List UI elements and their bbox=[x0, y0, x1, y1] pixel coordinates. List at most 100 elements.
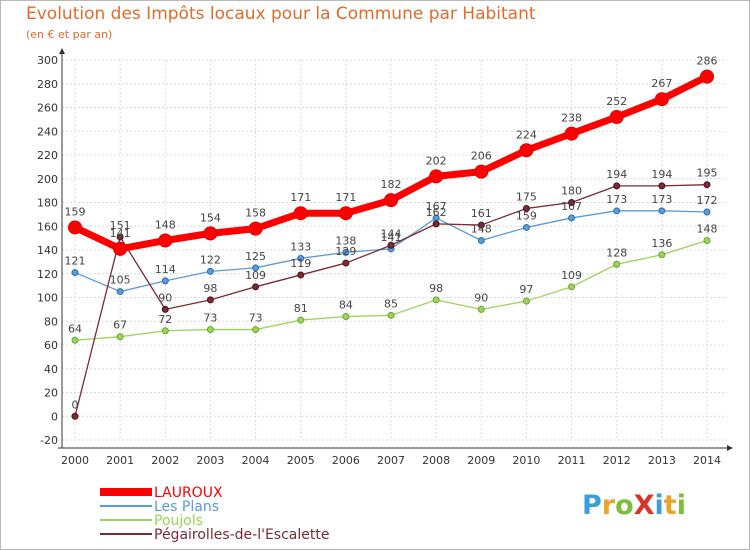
data-label: 286 bbox=[697, 55, 718, 68]
y-tick-label: 220 bbox=[37, 149, 58, 162]
data-label: 67 bbox=[113, 319, 127, 332]
data-label: 194 bbox=[651, 168, 672, 181]
data-point bbox=[658, 182, 666, 190]
data-point bbox=[342, 248, 350, 256]
data-label: 84 bbox=[339, 299, 353, 312]
data-point bbox=[522, 204, 530, 212]
y-tick-label: 40 bbox=[44, 363, 58, 376]
data-label: 119 bbox=[290, 257, 311, 270]
data-point bbox=[387, 241, 395, 249]
logo-letter: o bbox=[615, 490, 634, 521]
data-point bbox=[613, 182, 621, 190]
data-point bbox=[68, 220, 82, 235]
data-label: 161 bbox=[471, 207, 492, 220]
data-point bbox=[384, 193, 398, 208]
proxiti-logo: ProXiti bbox=[582, 490, 686, 521]
data-point bbox=[522, 223, 530, 231]
y-tick-label: 200 bbox=[37, 173, 58, 186]
grid bbox=[62, 59, 727, 441]
series-lines bbox=[68, 69, 714, 420]
y-tick-label: 100 bbox=[37, 292, 58, 305]
data-label: 109 bbox=[245, 269, 266, 282]
data-label: 144 bbox=[381, 227, 402, 240]
data-label: 159 bbox=[516, 209, 537, 222]
data-point bbox=[252, 326, 260, 334]
data-label: 195 bbox=[697, 167, 718, 180]
data-point bbox=[161, 327, 169, 335]
y-tick-label: 300 bbox=[37, 54, 58, 67]
data-label: 125 bbox=[245, 250, 266, 263]
data-label: 182 bbox=[381, 178, 402, 191]
data-point bbox=[116, 288, 124, 296]
data-label: 180 bbox=[561, 185, 582, 198]
data-label: 148 bbox=[697, 223, 718, 236]
data-point bbox=[429, 169, 444, 184]
x-tick-label: 2011 bbox=[558, 454, 586, 467]
x-tick-label: 2001 bbox=[106, 454, 134, 467]
data-point bbox=[613, 260, 621, 268]
data-point bbox=[293, 206, 308, 221]
x-tick-label: 2007 bbox=[377, 454, 405, 467]
data-label: 114 bbox=[155, 263, 176, 276]
data-label: 73 bbox=[203, 312, 217, 325]
data-point bbox=[158, 233, 173, 248]
legend-label: Poujols bbox=[154, 513, 203, 529]
axes: -20 0 20 40 60 80 100 120 140 160 180 200 220 240 260 2… bbox=[37, 48, 733, 467]
data-point bbox=[338, 206, 353, 221]
y-tick-label: 0 bbox=[51, 410, 58, 423]
data-point bbox=[113, 241, 128, 256]
legend-label: Pégairolles-de-l'Escalette bbox=[154, 527, 329, 543]
y-tick-label: 280 bbox=[37, 78, 58, 91]
data-label: 154 bbox=[200, 211, 221, 224]
data-point bbox=[342, 259, 350, 267]
data-label: 97 bbox=[519, 283, 533, 296]
data-label: 138 bbox=[335, 234, 356, 247]
data-label: 173 bbox=[651, 193, 672, 206]
data-label: 90 bbox=[158, 291, 172, 304]
data-label: 72 bbox=[158, 313, 172, 326]
data-point bbox=[161, 277, 169, 285]
data-label: 238 bbox=[561, 112, 582, 125]
y-tick-label: 80 bbox=[44, 315, 58, 328]
data-label: 206 bbox=[471, 150, 492, 163]
data-point bbox=[522, 297, 530, 305]
x-axis-arrow bbox=[727, 445, 733, 451]
x-tick-label: 2014 bbox=[693, 454, 721, 467]
data-label: 121 bbox=[65, 255, 86, 268]
data-point bbox=[71, 336, 79, 344]
data-point bbox=[116, 233, 124, 241]
data-point bbox=[252, 264, 260, 272]
data-label: 173 bbox=[606, 193, 627, 206]
y-tick-label: 20 bbox=[44, 387, 58, 400]
data-label: 172 bbox=[697, 194, 718, 207]
data-point bbox=[519, 143, 534, 158]
data-point bbox=[71, 412, 79, 420]
data-point bbox=[297, 271, 305, 279]
data-point bbox=[474, 164, 489, 179]
data-label: 162 bbox=[426, 206, 447, 219]
data-label: 194 bbox=[606, 168, 627, 181]
x-tick-label: 2008 bbox=[422, 454, 450, 467]
logo-letter: i bbox=[654, 490, 664, 521]
data-point bbox=[203, 226, 218, 241]
data-label: 252 bbox=[606, 95, 627, 108]
data-point bbox=[297, 316, 305, 324]
chart-subtitle: (en € et par an) bbox=[26, 28, 113, 41]
data-label: 167 bbox=[426, 200, 447, 213]
x-tick-label: 2013 bbox=[648, 454, 676, 467]
x-tick-label: 2004 bbox=[242, 454, 270, 467]
data-point bbox=[432, 220, 440, 228]
data-label: 171 bbox=[290, 191, 311, 204]
x-tick-label: 2010 bbox=[512, 454, 540, 467]
data-label: 175 bbox=[516, 190, 537, 203]
data-point bbox=[703, 181, 711, 189]
x-tick-label: 2002 bbox=[151, 454, 179, 467]
logo-letter: r bbox=[601, 490, 616, 521]
logo-letter: i bbox=[676, 490, 686, 521]
data-point bbox=[703, 237, 711, 244]
data-point bbox=[609, 110, 624, 124]
data-label: 167 bbox=[561, 200, 582, 213]
data-label: 98 bbox=[429, 282, 443, 295]
data-label: 171 bbox=[335, 191, 356, 204]
